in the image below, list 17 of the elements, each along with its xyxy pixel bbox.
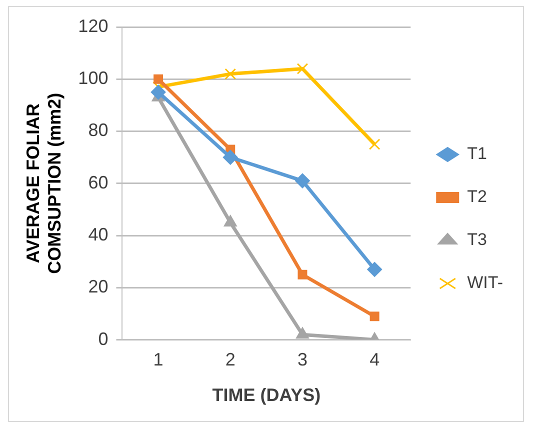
y-tick-label: 80 (88, 120, 108, 140)
y-tick-label: 100 (78, 68, 108, 88)
legend-label: T2 (467, 187, 487, 206)
y-tick-label: 0 (98, 328, 108, 349)
legend-label: T1 (467, 144, 487, 164)
y-tick-label: 60 (88, 172, 108, 192)
y-tick-label: 20 (88, 276, 108, 297)
legend-label: T3 (467, 230, 487, 250)
legend-label: WIT- (467, 273, 504, 292)
x-tick-label: 2 (225, 350, 236, 370)
y-tick-label: 120 (78, 16, 108, 36)
x-tick-label: 3 (297, 350, 308, 370)
y-axis-title: AVERAGE FOLIAR COMSUPTION (mm2) (22, 92, 64, 274)
y-tick-label: 40 (88, 224, 108, 244)
x-axis-title: TIME (DAYS) (212, 385, 321, 406)
x-tick-label: 4 (370, 350, 380, 370)
x-tick-label: 1 (153, 350, 164, 370)
